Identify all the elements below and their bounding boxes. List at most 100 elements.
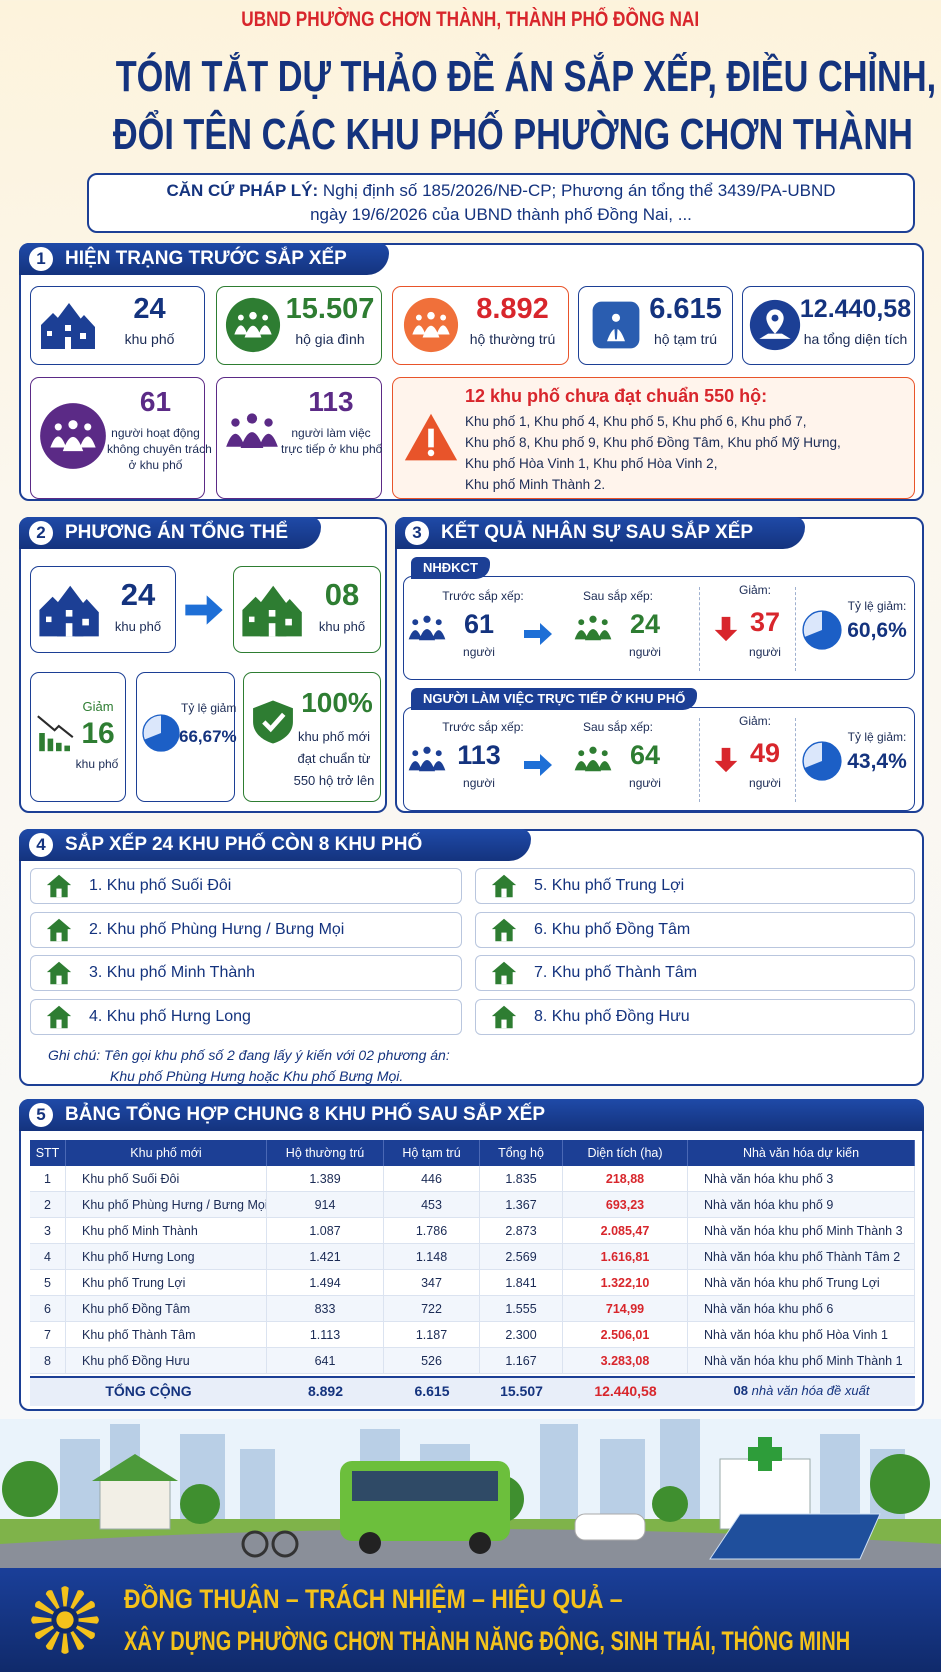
section-header: 2 PHƯƠNG ÁN TỔNG THỂ: [19, 517, 321, 549]
table-cell: 1.616,81: [563, 1244, 688, 1270]
table-cell: 1.087: [267, 1218, 384, 1244]
plan-label: khu phố: [114, 619, 162, 634]
unit: người: [749, 776, 781, 790]
summary-table: STT Khu phố mới Hộ thường trú Hộ tạm trú Tổn…: [30, 1140, 915, 1406]
table-cell: 1.835: [480, 1166, 563, 1192]
table-cell: 3.283,08: [563, 1348, 688, 1374]
table-cell: Nhà văn hóa khu phố Trung Lợi: [688, 1270, 915, 1296]
section-number: 3: [405, 521, 429, 545]
stat-box: 8.892 hộ thường trú: [392, 286, 569, 365]
warning-line: Khu phố Hòa Vinh 1, Khu phố Hòa Vinh 2,: [465, 456, 718, 471]
section-header: 5 BẢNG TỔNG HỢP CHUNG 8 KHU PHỐ SAU SẮP X…: [19, 1099, 924, 1131]
table-cell: 2: [30, 1192, 66, 1218]
city-illustration: [0, 1419, 941, 1568]
after-value: 24: [629, 609, 661, 639]
ward-item: 5. Khu phố Trung Lợi: [475, 868, 915, 904]
icon: [46, 961, 72, 985]
plan-label: khu phố: [75, 757, 119, 771]
icon: [491, 961, 517, 985]
title-line: ĐỔI TÊN CÁC KHU PHỐ PHƯỜNG CHƠN THÀNH: [0, 110, 941, 160]
table-cell: 1.555: [480, 1296, 563, 1322]
divider: [699, 718, 700, 802]
reduce-value: 37: [749, 607, 781, 637]
section-number: 2: [29, 521, 53, 545]
table-total-bg: [30, 1376, 915, 1406]
unit: người: [463, 776, 495, 790]
table-cell: 1.113: [267, 1322, 384, 1348]
section-number: 5: [29, 1103, 53, 1127]
icon: [226, 413, 278, 449]
stat-value: 15.507: [285, 293, 375, 325]
icon: [524, 623, 552, 645]
table-cell: 833: [267, 1296, 384, 1322]
before-value: 61: [463, 609, 495, 639]
table-cell: 1.786: [384, 1218, 480, 1244]
table-cell: 453: [384, 1192, 480, 1218]
table-cell: 693,23: [563, 1192, 688, 1218]
icon: [714, 747, 738, 773]
section-number: 1: [29, 247, 53, 271]
plan-value: 100%: [301, 687, 373, 718]
icon: [491, 1005, 517, 1029]
icon: [40, 403, 106, 469]
table-row-bg: [30, 1244, 915, 1270]
table-cell: 2.085,47: [563, 1218, 688, 1244]
rate-value: 43,4%: [847, 750, 907, 773]
warning-box: 12 khu phố chưa đạt chuẩn 550 hộ: Khu ph…: [392, 377, 915, 499]
icon: [225, 297, 281, 353]
note-line: Khu phố Phùng Hưng hoặc Khu phố Bưng Mọi…: [110, 1068, 404, 1084]
icon: [403, 297, 459, 353]
ward-item: 8. Khu phố Đồng Hưu: [475, 999, 915, 1035]
section-header: 3 KẾT QUẢ NHÂN SỰ SAU SẮP XẾP: [395, 517, 805, 549]
legal-line: CĂN CỨ PHÁP LÝ: Nghị định số 185/2026/NĐ…: [89, 181, 913, 201]
table-cell: 1.389: [267, 1166, 384, 1192]
stat-label: người hoạt động: [111, 426, 200, 440]
table-row-bg: [30, 1270, 915, 1296]
table-cell: 1.494: [267, 1270, 384, 1296]
table-cell: Nhà văn hóa khu phố 6: [688, 1296, 915, 1322]
plan-value: 08: [324, 577, 360, 612]
table-cell: Khu phố Thành Tâm: [66, 1322, 267, 1348]
plan-value: 66,67%: [179, 727, 237, 746]
stat-value: 61: [139, 386, 172, 417]
plan-label: khu phố: [318, 619, 366, 634]
table-row-bg: [30, 1218, 915, 1244]
table-total: 15.507: [500, 1383, 543, 1399]
slogan: XÂY DỰNG PHƯỜNG CHƠN THÀNH NĂNG ĐỘNG, SI…: [124, 1626, 851, 1656]
stat-box: 15.507 hộ gia đình: [216, 286, 382, 365]
after-label: Sau sắp xếp:: [582, 720, 654, 734]
rate-value: 60,6%: [847, 619, 907, 642]
plan-label: khu phố mới: [297, 729, 371, 744]
table-cell: 2.300: [480, 1322, 563, 1348]
table-cell: Nhà văn hóa khu phố 3: [688, 1166, 915, 1192]
rate-label: Tỷ lệ giảm:: [847, 599, 907, 613]
icon: [142, 714, 180, 752]
stat-value: 8.892: [476, 293, 549, 325]
after-label: Sau sắp xếp:: [582, 589, 654, 603]
table-row-bg: [30, 1166, 915, 1192]
stat-label: ha tổng diện tích: [803, 331, 908, 347]
plan-label: Tỷ lệ giảm: [181, 701, 237, 715]
icon: [46, 874, 72, 898]
section-number: 4: [29, 833, 53, 857]
stat-label: người làm việc: [291, 426, 371, 440]
table-row-bg: [30, 1296, 915, 1322]
ward-item: 7. Khu phố Thành Tâm: [475, 955, 915, 991]
stat-box: 6.615 hộ tạm trú: [578, 286, 733, 365]
stat-label: ở khu phố: [128, 458, 183, 472]
table-cell: 6: [30, 1296, 66, 1322]
table-cell: 2.873: [480, 1218, 563, 1244]
table-cell: 5: [30, 1270, 66, 1296]
table-cell: 722: [384, 1296, 480, 1322]
icon: [574, 746, 612, 772]
plan-box: Giảm 16 khu phố: [30, 672, 126, 802]
table-total: 6.615: [414, 1383, 450, 1399]
stat-value: 113: [308, 386, 354, 417]
plan-box: 24 khu phố: [30, 566, 176, 653]
ward-item: 3. Khu phố Minh Thành: [30, 955, 462, 991]
icon: [253, 700, 293, 744]
footer: ĐỒNG THUẬN – TRÁCH NHIỆM – HIỆU QUẢ – XÂ…: [0, 1568, 941, 1672]
icon: [491, 918, 517, 942]
total-value: 08: [733, 1383, 748, 1398]
